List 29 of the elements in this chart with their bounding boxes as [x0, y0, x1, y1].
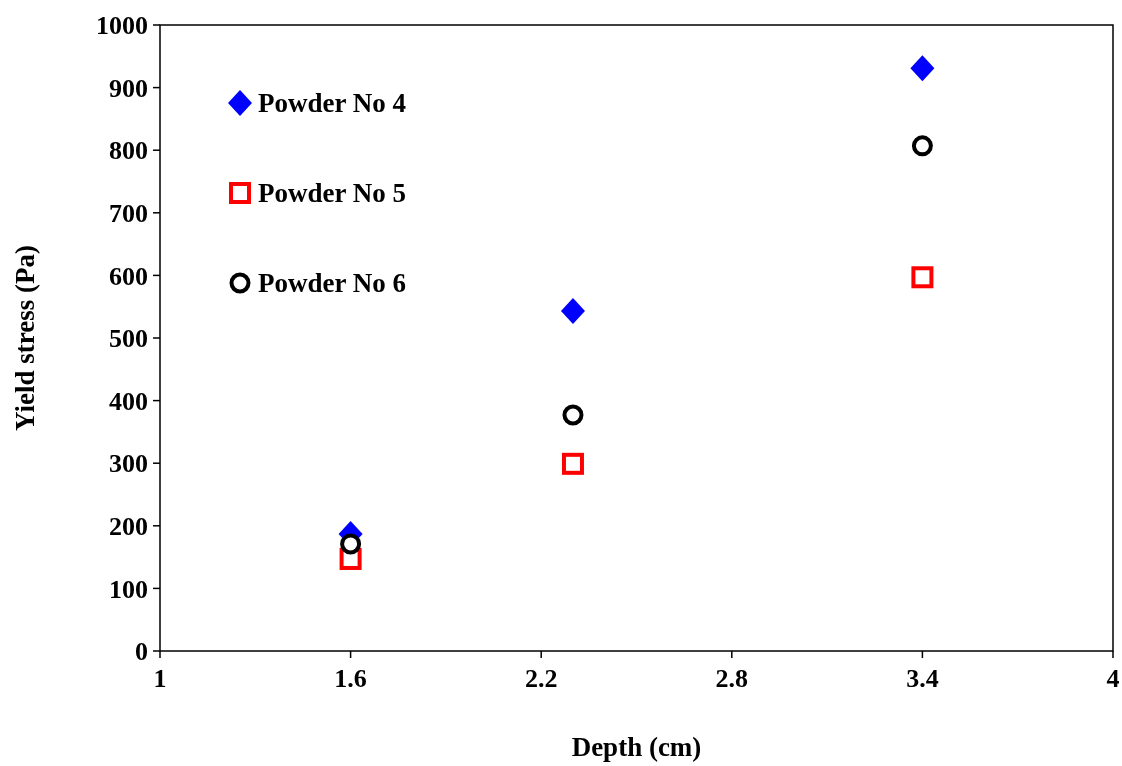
y-tick-label: 400: [109, 386, 148, 416]
x-tick-label: 2.8: [715, 664, 749, 693]
point: [560, 298, 585, 325]
point: [340, 533, 362, 555]
legend-label: Powder No 5: [258, 178, 406, 209]
legend-label: Powder No 4: [258, 88, 406, 119]
x-tick-label: 1: [153, 664, 167, 693]
y-tick-label: 300: [109, 449, 148, 479]
point: [910, 55, 935, 82]
point: [561, 452, 584, 475]
y-tick-label: 500: [109, 324, 148, 354]
x-tick-label: 1.6: [334, 664, 367, 693]
y-tick-label: 1000: [96, 11, 148, 41]
point: [911, 135, 933, 157]
y-tick-label: 600: [109, 261, 148, 291]
point: [562, 404, 584, 426]
y-tick-label: 0: [135, 637, 148, 667]
x-tick-label: 2.2: [524, 664, 558, 693]
point: [911, 266, 934, 289]
legend-label: Powder No 6: [258, 268, 406, 299]
y-tick-label: 100: [109, 574, 148, 604]
y-tick-label: 200: [109, 511, 148, 541]
y-axis-title: Yield stress (Pa): [10, 245, 40, 431]
x-tick-label: 4: [1106, 664, 1120, 693]
y-tick-label: 800: [109, 136, 148, 166]
x-tick-label: 3.4: [906, 664, 939, 693]
x-axis-title: Depth (cm): [571, 732, 702, 762]
y-tick-label: 900: [109, 73, 148, 103]
y-tick-label: 700: [109, 198, 148, 228]
